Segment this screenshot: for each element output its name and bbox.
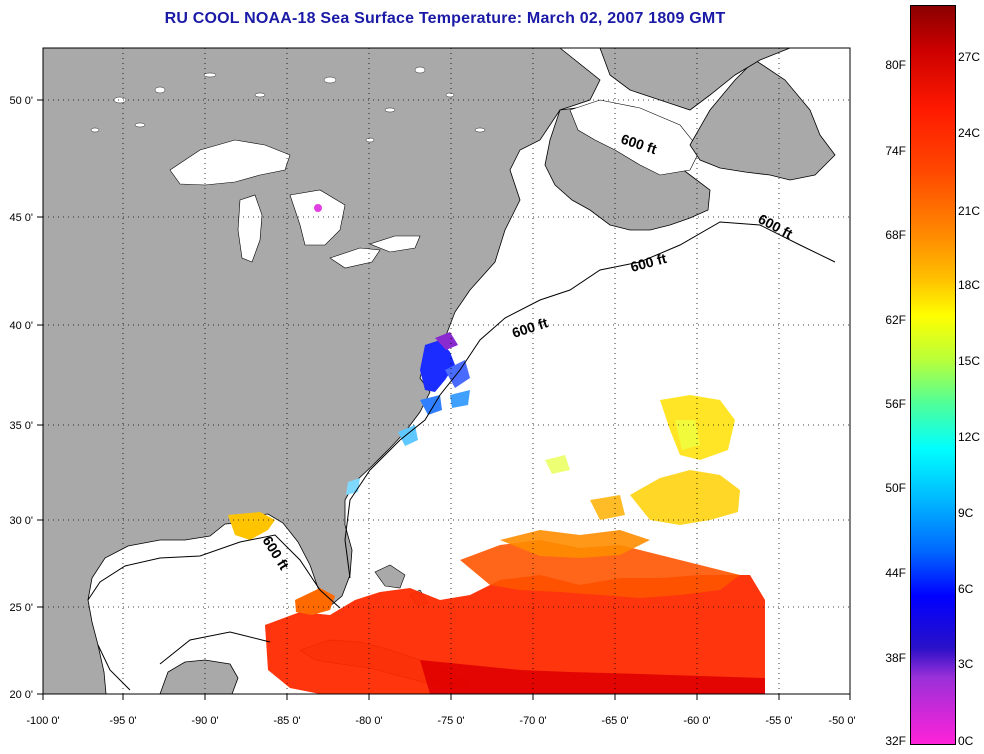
colorbar-c-label: 21C	[958, 204, 981, 218]
lat-tick-label: 45 0'	[9, 212, 33, 224]
colorbar-f-label: 50F	[885, 481, 906, 495]
lat-tick-label: 30 0'	[9, 515, 33, 527]
lake-huron	[289, 189, 346, 246]
lon-tick-labels: -100 0' -95 0' -90 0' -85 0' -80 0' -75 …	[26, 715, 855, 727]
lat-tick-label: 35 0'	[9, 420, 33, 432]
colorbar-c-label: 15C	[958, 354, 981, 368]
lat-tick-label: 20 0'	[9, 689, 33, 701]
lon-tick-label: -55 0'	[765, 715, 792, 727]
lon-tick-label: -70 0'	[519, 715, 546, 727]
colorbar-f-label: 44F	[885, 566, 906, 580]
lake-michigan	[237, 194, 263, 263]
colorbar-f-label: 68F	[885, 228, 906, 242]
land-labrador	[599, 47, 791, 111]
land-yucatan	[159, 659, 239, 695]
tick-marks	[37, 99, 851, 700]
lon-tick-label: -65 0'	[601, 715, 628, 727]
gulf-st-lawrence	[569, 99, 701, 176]
lat-tick-labels: 20 0' 25 0' 30 0' 35 0' 40 0' 45 0' 50 0…	[9, 95, 33, 701]
colorbar-c-label: 24C	[958, 126, 981, 140]
map-title: RU COOL NOAA-18 Sea Surface Temperature:…	[164, 10, 726, 27]
colorbar-f-label: 62F	[885, 313, 906, 327]
colorbar-c-label: 0C	[958, 734, 974, 748]
sst-data	[228, 204, 765, 694]
lat-tick-label: 25 0'	[9, 602, 33, 614]
lon-tick-label: -50 0'	[828, 715, 855, 727]
lon-tick-label: -100 0'	[26, 715, 59, 727]
lat-tick-label: 50 0'	[9, 95, 33, 107]
colorbar-c-label: 18C	[958, 278, 981, 292]
colorbar-c-label: 6C	[958, 582, 974, 596]
lake-erie	[329, 247, 381, 269]
colorbar-c-label: 12C	[958, 430, 981, 444]
lon-tick-label: -90 0'	[191, 715, 218, 727]
lon-tick-label: -80 0'	[355, 715, 382, 727]
lon-tick-label: -85 0'	[273, 715, 300, 727]
isobath-600ft	[87, 221, 836, 609]
lon-tick-label: -75 0'	[437, 715, 464, 727]
colorbar-f-label: 38F	[885, 651, 906, 665]
colorbar-f-label: 32F	[885, 734, 906, 748]
land-north-america	[42, 47, 601, 695]
colorbar-f-label: 56F	[885, 397, 906, 411]
lat-tick-label: 40 0'	[9, 320, 33, 332]
colorbar-c-label: 27C	[958, 50, 981, 64]
land-newfoundland	[689, 59, 836, 181]
map-frame	[42, 47, 851, 695]
lon-tick-label: -95 0'	[109, 715, 136, 727]
lon-tick-label: -60 0'	[683, 715, 710, 727]
colorbar-c-label: 3C	[958, 657, 974, 671]
colorbar-f-label: 80F	[885, 58, 906, 72]
lake-superior	[169, 139, 291, 186]
lake-ontario	[369, 235, 421, 253]
colorbar-f-label: 74F	[885, 144, 906, 158]
colorbar-c-label: 9C	[958, 506, 974, 520]
temperature-colorbar	[910, 5, 956, 745]
